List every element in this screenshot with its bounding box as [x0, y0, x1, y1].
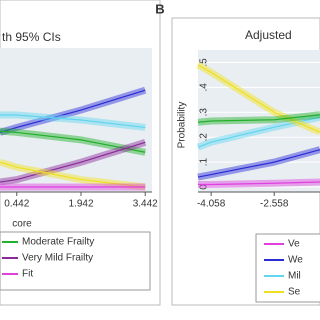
legend-label: Very Mild Frailty: [22, 253, 93, 264]
y-tick-label: .3: [199, 108, 210, 117]
series-line: [197, 64, 320, 133]
x-axis-label: core: [12, 219, 32, 230]
y-tick-label: .2: [199, 133, 210, 142]
series-line: [0, 141, 146, 183]
x-tick-label: -4.058: [197, 199, 226, 210]
x-tick-label: 0.442: [4, 199, 29, 210]
series-line: [0, 161, 146, 188]
series-line: [197, 149, 320, 178]
panel-label: B: [155, 1, 164, 16]
legend-label: Se: [288, 287, 301, 298]
y-axis-label: Probability: [177, 102, 188, 149]
legend-label: Ve: [288, 239, 300, 250]
legend-label: Mil: [288, 271, 301, 282]
x-tick-label: -2.558: [260, 199, 289, 210]
y-tick-label: 0: [199, 184, 210, 190]
legend-label: We: [288, 255, 303, 266]
legend-label: Fit: [22, 269, 33, 280]
series-line: [0, 89, 146, 133]
series-line: [197, 114, 320, 123]
legend-label: Moderate Frailty: [22, 237, 94, 248]
x-tick-label: 1.942: [68, 199, 93, 210]
series-line: [0, 114, 146, 129]
y-tick-label: .5: [199, 58, 210, 67]
x-tick-label: 3.442: [133, 199, 158, 210]
y-tick-label: .1: [199, 157, 210, 166]
legend-box: [0, 231, 151, 291]
y-tick-label: .4: [199, 83, 210, 92]
series-line: [198, 181, 320, 186]
chart-title: Adjusted: [245, 28, 292, 42]
legend-box: [255, 233, 320, 303]
chart-title: th 95% CIs: [2, 30, 61, 44]
series-line: [0, 130, 146, 153]
